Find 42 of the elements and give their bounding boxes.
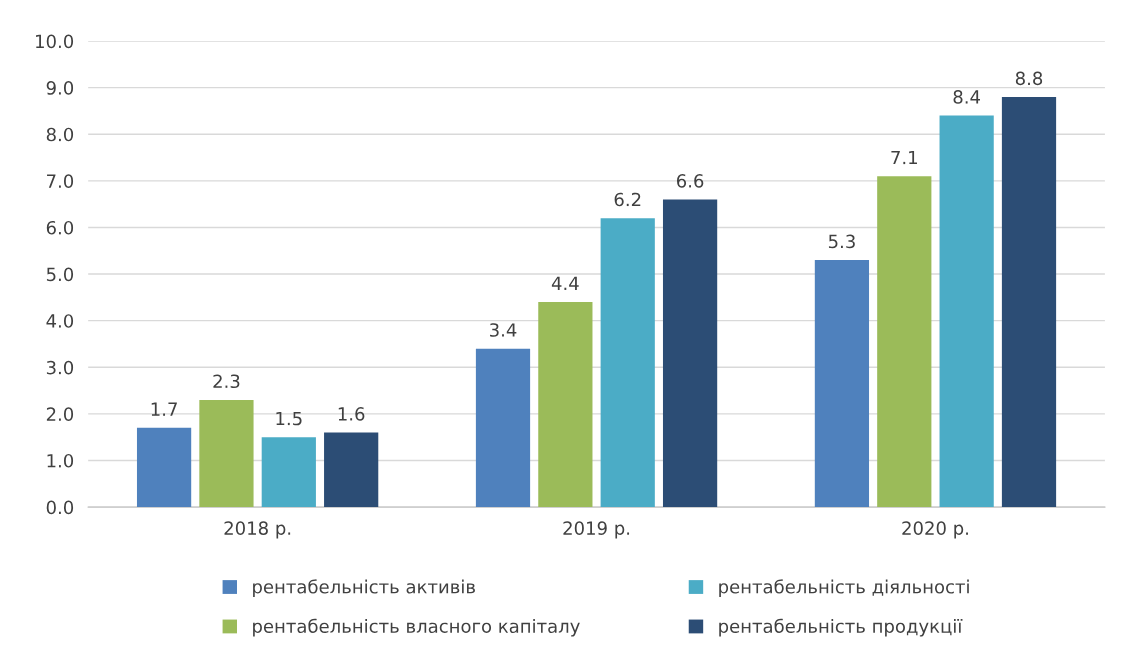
y-tick-label: 3.0: [46, 360, 74, 375]
x-tick-label: 2019 р.: [563, 521, 630, 539]
legend-label: рентабельність власного капіталу: [253, 618, 580, 637]
y-tick-label: 5.0: [46, 267, 74, 282]
bar: [1001, 96, 1057, 508]
bar: [600, 218, 655, 508]
bar: [324, 432, 379, 508]
bar: [662, 199, 718, 508]
data-label: 6.2: [614, 192, 641, 207]
y-tick-label: 0.0: [46, 500, 74, 515]
bar: [261, 437, 316, 508]
bar: [475, 348, 531, 508]
data-label: 2.3: [213, 374, 240, 389]
y-tick-label: 4.0: [46, 314, 74, 328]
x-tick-label: 2018 р.: [224, 521, 291, 539]
y-tick-label: 2.0: [46, 407, 74, 421]
bar: [939, 115, 994, 508]
data-label: 1.6: [338, 407, 365, 421]
legend-label: рентабельність продукції: [719, 618, 963, 637]
y-tick-label: 9.0: [46, 81, 74, 95]
bar: [538, 302, 593, 508]
bar: [877, 176, 932, 508]
y-tick-label: 8.0: [46, 127, 74, 142]
y-tick-label: 1.0: [47, 453, 74, 468]
data-label: 1.5: [276, 411, 302, 426]
bar: [814, 260, 870, 508]
data-label: 3.4: [490, 323, 517, 337]
data-label: 6.6: [676, 174, 704, 188]
data-label: 1.7: [151, 402, 177, 416]
y-tick-label: 6.0: [46, 220, 74, 235]
x-tick-label: 2020 р.: [902, 521, 968, 539]
data-label: 8.8: [1015, 71, 1043, 86]
data-label: 7.1: [891, 150, 917, 165]
data-label: 4.4: [551, 276, 579, 290]
data-label: 8.4: [953, 90, 980, 104]
y-tick-label: 7.0: [47, 174, 74, 188]
bar: [136, 427, 192, 508]
legend-label: рентабельність діяльності: [719, 579, 969, 598]
bar: [199, 399, 254, 508]
y-tick-label: 10.0: [36, 34, 74, 49]
data-label: 5.3: [828, 234, 855, 249]
legend-label: рентабельність активів: [253, 579, 475, 598]
